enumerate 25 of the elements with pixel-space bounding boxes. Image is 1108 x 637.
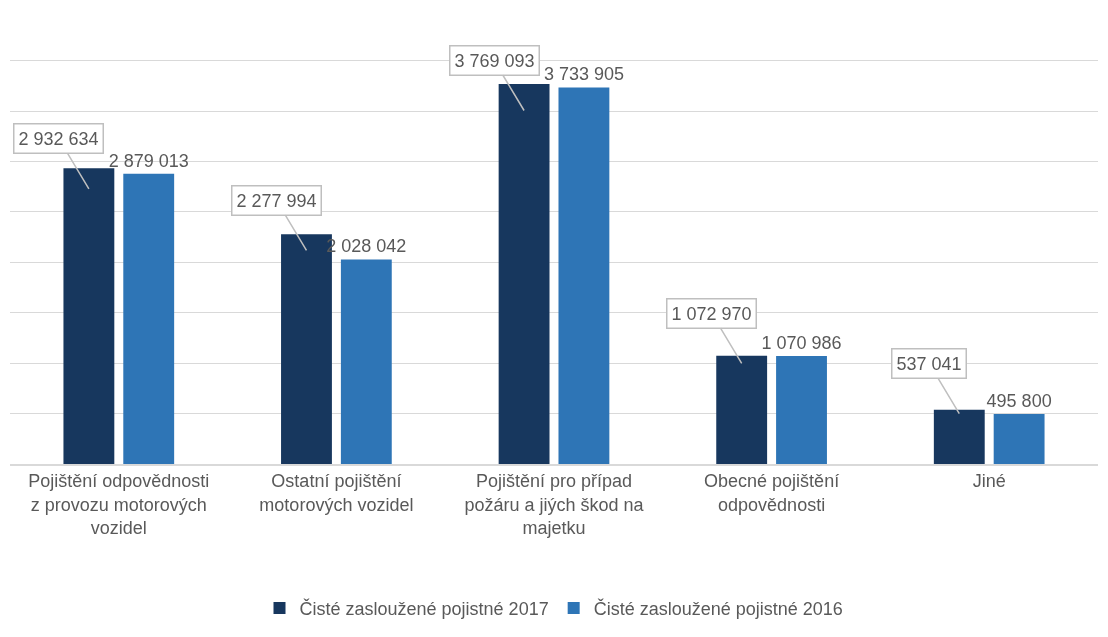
bar <box>933 409 985 464</box>
bar <box>776 355 827 464</box>
data-label: 1 072 970 <box>671 303 752 324</box>
legend-label: Čisté zasloužené pojistné 2017 <box>299 597 549 619</box>
bar <box>716 355 768 464</box>
data-label: 537 041 <box>896 353 962 374</box>
data-label: 2 277 994 <box>236 190 317 211</box>
bar <box>63 168 115 464</box>
data-label: 3 733 905 <box>543 64 624 85</box>
bar <box>123 173 175 464</box>
data-label: 2 932 634 <box>18 128 99 149</box>
x-tick-label: Ostatní pojištění motorových vozidel <box>259 471 414 515</box>
x-tick-label: Jiné <box>972 471 1006 492</box>
legend-label: Čisté zasloužené pojistné 2016 <box>593 597 843 619</box>
data-label: 3 769 093 <box>454 50 535 71</box>
data-label: 495 800 <box>986 391 1052 411</box>
bar <box>498 83 550 464</box>
data-label: 2 879 013 <box>108 150 189 171</box>
bar <box>340 259 392 464</box>
bar <box>993 414 1045 464</box>
x-tick-label: Pojištění odpovědnosti z provozu motorových vozidel <box>28 471 210 539</box>
x-tick-label: Obecné pojištění odpovědnosti <box>704 471 840 515</box>
data-label: 1 070 986 <box>761 332 842 353</box>
x-tick-label: Pojištění pro případ požáru a jiých škod na majetku <box>464 471 645 539</box>
bar <box>558 87 610 464</box>
